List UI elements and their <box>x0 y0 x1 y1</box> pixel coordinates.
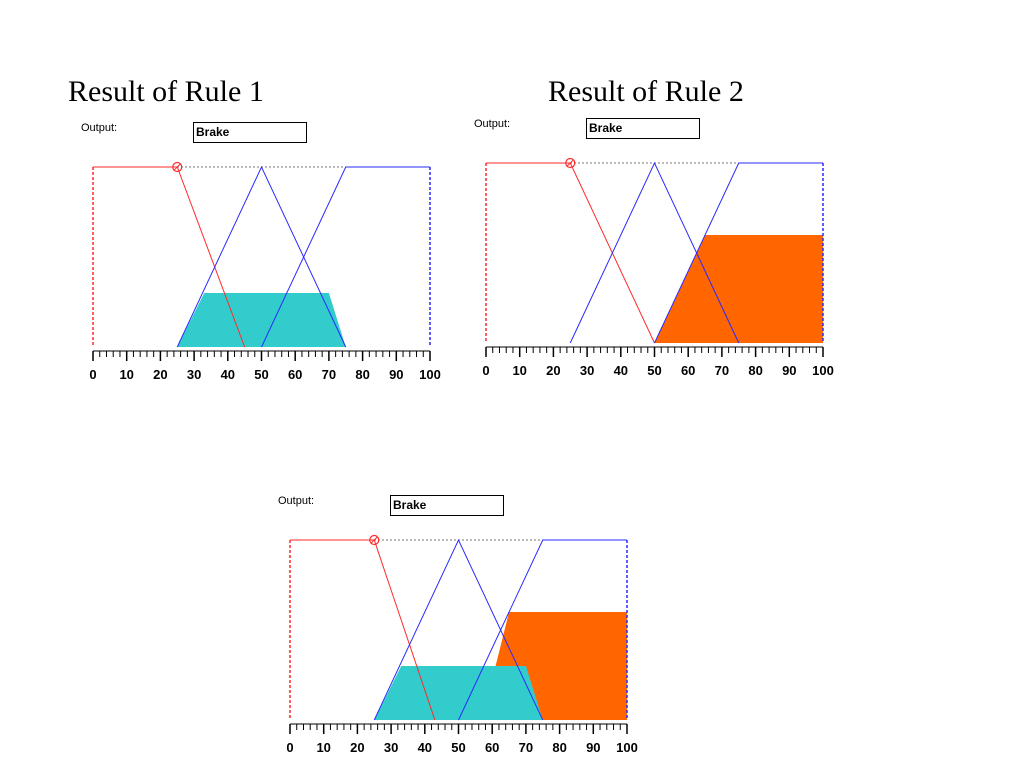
output-variable-field[interactable]: Brake <box>193 122 307 143</box>
output-variable-field[interactable]: Brake <box>390 495 504 516</box>
membership-function-3 <box>261 166 430 348</box>
membership-function-2 <box>569 161 740 344</box>
x-tick-label: 70 <box>715 363 729 378</box>
membership-function-2 <box>373 538 544 721</box>
output-variable-field[interactable]: Brake <box>586 118 700 139</box>
rule1-membership-plot: 0 10 20 30 40 50 60 70 80 90 100 <box>89 161 441 382</box>
x-tick-label: 0 <box>286 740 293 755</box>
x-tick-label: 20 <box>153 367 167 382</box>
x-tick-label: 30 <box>580 363 594 378</box>
x-tick-label: 20 <box>350 740 364 755</box>
membership-function-2 <box>176 165 347 348</box>
membership-function-3 <box>654 162 823 344</box>
rule1-title: Result of Rule 1 <box>68 75 264 108</box>
x-tick-label: 50 <box>647 363 661 378</box>
x-tick-label: 50 <box>451 740 465 755</box>
x-tick-label: 20 <box>546 363 560 378</box>
rule2-title: Result of Rule 2 <box>548 75 744 108</box>
rule2-output-panel: Output: Brake 0 10 20 30 40 50 60 70 80 90 100 <box>474 118 854 388</box>
x-tick-label: 80 <box>748 363 762 378</box>
membership-function-3 <box>458 539 627 721</box>
x-tick-label: 0 <box>89 367 96 382</box>
result-region-0 <box>654 235 823 343</box>
x-tick-label: 80 <box>355 367 369 382</box>
x-tick-label: 50 <box>254 367 268 382</box>
input-marker-slash <box>566 159 574 167</box>
x-tick-label: 40 <box>614 363 628 378</box>
x-tick-label: 80 <box>552 740 566 755</box>
x-tick-label: 70 <box>519 740 533 755</box>
result-region-1 <box>374 666 543 720</box>
x-tick-label: 10 <box>512 363 526 378</box>
aggregated-membership-plot: 0 10 20 30 40 50 60 70 80 90 100 <box>286 534 638 755</box>
x-tick-label: 90 <box>389 367 403 382</box>
input-marker-slash <box>173 163 181 171</box>
rule2-membership-plot: 0 10 20 30 40 50 60 70 80 90 100 <box>482 157 834 378</box>
result-region-0 <box>177 293 346 347</box>
output-label: Output: <box>278 495 315 507</box>
x-tick-label: 60 <box>681 363 695 378</box>
x-tick-label: 30 <box>384 740 398 755</box>
x-tick-label: 40 <box>221 367 235 382</box>
input-marker-slash <box>370 536 378 544</box>
x-tick-label: 90 <box>782 363 796 378</box>
x-tick-label: 60 <box>485 740 499 755</box>
x-tick-label: 90 <box>586 740 600 755</box>
x-tick-label: 40 <box>418 740 432 755</box>
x-tick-label: 60 <box>288 367 302 382</box>
output-label: Output: <box>81 122 118 134</box>
aggregated-output-panel: Output: Brake 0 10 20 30 40 50 60 70 80 90 100 <box>278 495 658 765</box>
input-marker <box>565 157 576 169</box>
x-tick-label: 100 <box>812 363 834 378</box>
x-tick-label: 0 <box>482 363 489 378</box>
output-label: Output: <box>474 118 511 130</box>
x-tick-label: 10 <box>316 740 330 755</box>
input-marker <box>369 534 380 546</box>
x-tick-label: 70 <box>322 367 336 382</box>
membership-function-1 <box>486 162 655 344</box>
x-tick-label: 100 <box>419 367 441 382</box>
input-marker <box>172 161 183 173</box>
x-tick-label: 10 <box>119 367 133 382</box>
rule1-output-panel: Output: Brake 0 10 20 30 40 50 60 70 80 90 100 <box>81 122 461 392</box>
x-tick-label: 100 <box>616 740 638 755</box>
x-tick-label: 30 <box>187 367 201 382</box>
